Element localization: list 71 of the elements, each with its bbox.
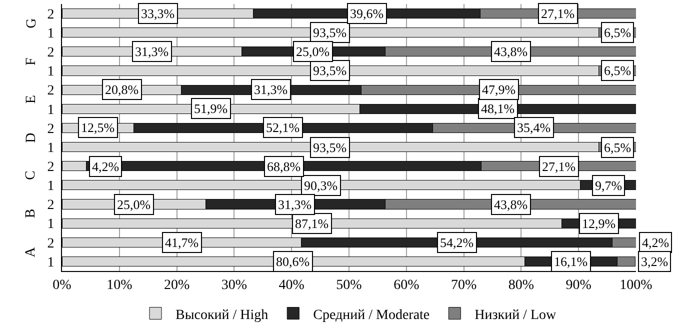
data-label: 41,7% — [165, 235, 199, 250]
text: G — [24, 18, 40, 28]
text: F — [24, 58, 40, 66]
x-tick-label: 80% — [508, 278, 534, 293]
text: C — [24, 170, 39, 180]
data-label: 3,2% — [641, 254, 668, 269]
x-tick-label: 100% — [620, 278, 653, 293]
y-tick-label: 1 — [47, 64, 54, 80]
data-label: 12,9% — [582, 216, 616, 231]
data-label: 48,1% — [481, 101, 515, 116]
data-label: 93,5% — [313, 140, 347, 155]
data-label: 39,6% — [350, 6, 384, 21]
data-label: 20,8% — [105, 82, 139, 97]
data-label: 43,8% — [494, 197, 528, 212]
x-tick-label: 20% — [164, 278, 190, 293]
legend-label: Высокий / High — [176, 308, 268, 323]
x-tick-label: 30% — [221, 278, 248, 293]
data-label: 80,6% — [276, 254, 310, 269]
y-tick-label: 1 — [47, 140, 54, 156]
y-tick-label: 1 — [47, 255, 54, 270]
data-label: 31,3% — [254, 82, 288, 97]
x-tick-label: 90% — [566, 278, 592, 293]
x-tick-label: 70% — [450, 278, 477, 293]
text: B — [24, 208, 39, 218]
x-tick-label: 50% — [336, 278, 362, 293]
y-tick-label: 2 — [47, 84, 54, 99]
data-label: 4,2% — [92, 159, 120, 174]
text: A — [23, 246, 38, 258]
data-label: 93,5% — [313, 25, 347, 40]
data-label: 43,8% — [494, 44, 528, 59]
y-tick-label: 2 — [47, 7, 54, 22]
data-label: 68,8% — [267, 159, 301, 174]
x-tick-label: 40% — [278, 278, 305, 293]
data-label: 33,3% — [141, 6, 175, 21]
data-label: 6,5% — [604, 63, 632, 78]
data-label: 51,9% — [194, 101, 228, 116]
y-tick-label: 2 — [47, 198, 54, 214]
data-label: 35,4% — [517, 120, 551, 135]
data-label: 93,5% — [313, 63, 347, 78]
data-label: 6,5% — [604, 25, 632, 40]
y-tick-label: 2 — [47, 236, 54, 252]
x-tick-label: 0% — [52, 278, 72, 293]
data-label: 6,5% — [604, 140, 632, 155]
text: E — [24, 95, 39, 104]
legend-label: Средний / Moderate — [313, 308, 430, 323]
data-label: 52,1% — [266, 120, 300, 135]
y-tick-label: 2 — [47, 46, 54, 61]
data-label: 54,2% — [440, 235, 474, 250]
data-label: 90,3% — [304, 178, 338, 193]
y-tick-label: 1 — [47, 217, 54, 232]
y-tick-label: 2 — [47, 122, 54, 137]
y-tick-label: 1 — [47, 26, 54, 42]
data-label: 25,0% — [296, 44, 330, 59]
data-label: 27,1% — [541, 6, 575, 21]
data-label: 12,5% — [81, 120, 115, 135]
data-label: 4,2% — [642, 235, 670, 250]
data-label: 31,3% — [278, 197, 312, 212]
data-label: 31,3% — [135, 44, 169, 59]
data-label: 27,1% — [542, 159, 576, 174]
legend-label: Низкий / Low — [474, 308, 557, 323]
data-label: 25,0% — [117, 197, 151, 212]
y-tick-label: 2 — [47, 160, 54, 176]
data-label: 16,1% — [554, 254, 588, 269]
y-tick-label: 1 — [47, 102, 54, 118]
data-label: 87,1% — [295, 216, 329, 231]
data-label: 9,7% — [595, 178, 622, 193]
text: D — [24, 132, 39, 143]
y-tick-label: 1 — [47, 179, 54, 194]
x-tick-label: 60% — [394, 278, 420, 293]
x-tick-label: 10% — [106, 278, 133, 293]
data-label: 47,9% — [482, 82, 516, 97]
